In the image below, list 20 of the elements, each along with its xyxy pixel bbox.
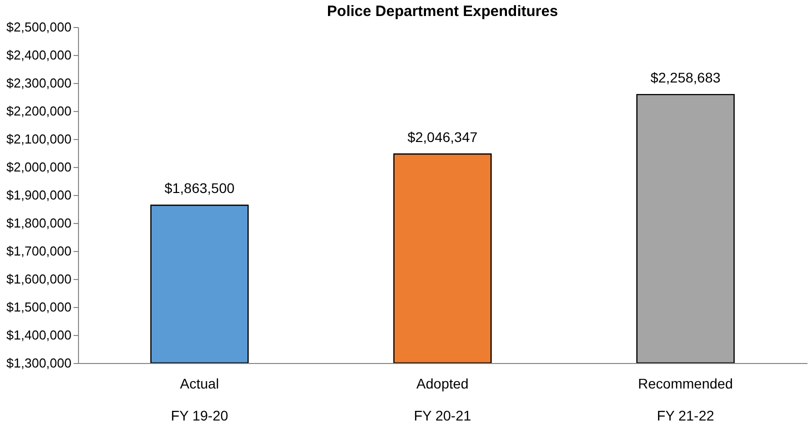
y-tick-label: $1,400,000 bbox=[6, 328, 72, 342]
chart-title: Police Department Expenditures bbox=[327, 3, 558, 20]
y-tick-label: $2,400,000 bbox=[6, 48, 72, 62]
y-tick-label: $2,300,000 bbox=[6, 76, 72, 90]
x-tick-label: Recommended FY 21-22 bbox=[638, 376, 733, 424]
y-tick-label: $1,300,000 bbox=[6, 356, 72, 370]
x-tick-label: Adopted FY 20-21 bbox=[414, 376, 472, 424]
y-tick-label: $1,900,000 bbox=[6, 188, 72, 202]
y-tick-label: $1,700,000 bbox=[6, 244, 72, 258]
y-tick-label: $2,000,000 bbox=[6, 160, 72, 174]
x-tick-label: Actual FY 19-20 bbox=[170, 376, 228, 424]
y-tick-label: $1,800,000 bbox=[6, 216, 72, 230]
data-label: $1,863,500 bbox=[164, 180, 235, 196]
data-label: $2,258,683 bbox=[650, 70, 721, 86]
data-label: $2,046,347 bbox=[407, 129, 478, 146]
y-tick-label: $1,600,000 bbox=[6, 272, 72, 286]
y-tick-label: $1,500,000 bbox=[6, 300, 72, 314]
y-tick-label: $2,500,000 bbox=[6, 20, 72, 34]
y-tick-label: $2,100,000 bbox=[6, 132, 72, 146]
y-tick-label: $2,200,000 bbox=[6, 104, 72, 118]
